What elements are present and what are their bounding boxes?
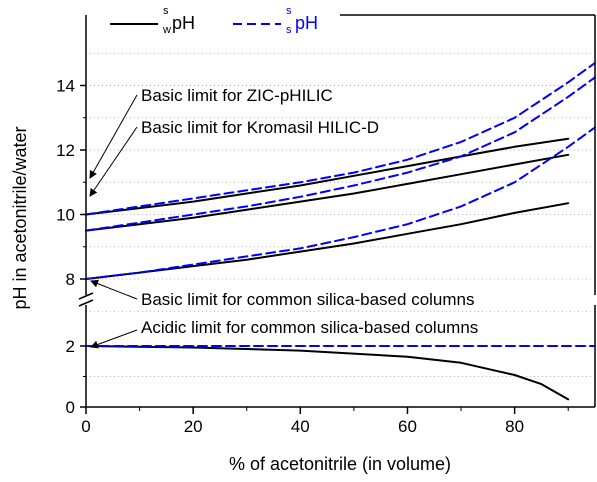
y-tick-label: 14 (56, 77, 75, 96)
annotation-zic-philic: Basic limit for ZIC-pHILIC (141, 86, 333, 105)
annotation-arrow-acidic-silica (90, 329, 138, 349)
annotation-arrow-basic-silica (90, 279, 138, 300)
y-tick-label: 12 (56, 141, 75, 160)
x-tick-label: 60 (398, 417, 417, 436)
legend-text-swph: pH (172, 13, 195, 33)
x-tick-label: 40 (291, 417, 310, 436)
annotation-arrow-zic (89, 94, 138, 179)
series-layer (85, 61, 596, 401)
axis-break-mark (78, 292, 94, 300)
legend: s w pH s s pH (110, 5, 318, 36)
legend-text-ssph: pH (295, 13, 318, 33)
annotation-acidic-silica: Acidic limit for common silica-based col… (141, 318, 478, 337)
series-line-sspH (85, 126, 596, 280)
series-line-sspH (85, 61, 596, 216)
series-line-swpH (85, 153, 570, 232)
y-tick-label: 8 (66, 270, 75, 289)
legend-sup-swph: s (163, 5, 169, 17)
x-tick-label: 20 (184, 417, 203, 436)
series-line-sspH (85, 76, 596, 232)
annotation-arrow-kromasil (89, 126, 138, 197)
y-axis-title: pH in acetonitrile/water (10, 126, 30, 309)
annotation-basic-silica: Basic limit for common silica-based colu… (141, 290, 475, 309)
axis-break-mark (78, 299, 94, 307)
legend-sub-swph: w (162, 24, 171, 36)
annotation-kromasil: Basic limit for Kromasil HILIC-D (141, 118, 379, 137)
x-axis-title: % of acetonitrile (in volume) (229, 454, 451, 474)
series-line-swpH (85, 137, 570, 216)
y-tick-label: 0 (66, 398, 75, 417)
plot-frame (78, 14, 596, 408)
legend-sup-ssph: s (286, 5, 292, 17)
series-line-swpH (85, 202, 570, 280)
legend-sub-ssph: s (286, 24, 292, 36)
series-line-swpH (85, 345, 570, 401)
x-tick-label: 0 (81, 417, 90, 436)
annotations: Basic limit for ZIC-pHILIC Basic limit f… (89, 86, 478, 349)
x-tick-label: 80 (505, 417, 524, 436)
y-tick-label: 2 (66, 337, 75, 356)
y-tick-label: 10 (56, 206, 75, 225)
